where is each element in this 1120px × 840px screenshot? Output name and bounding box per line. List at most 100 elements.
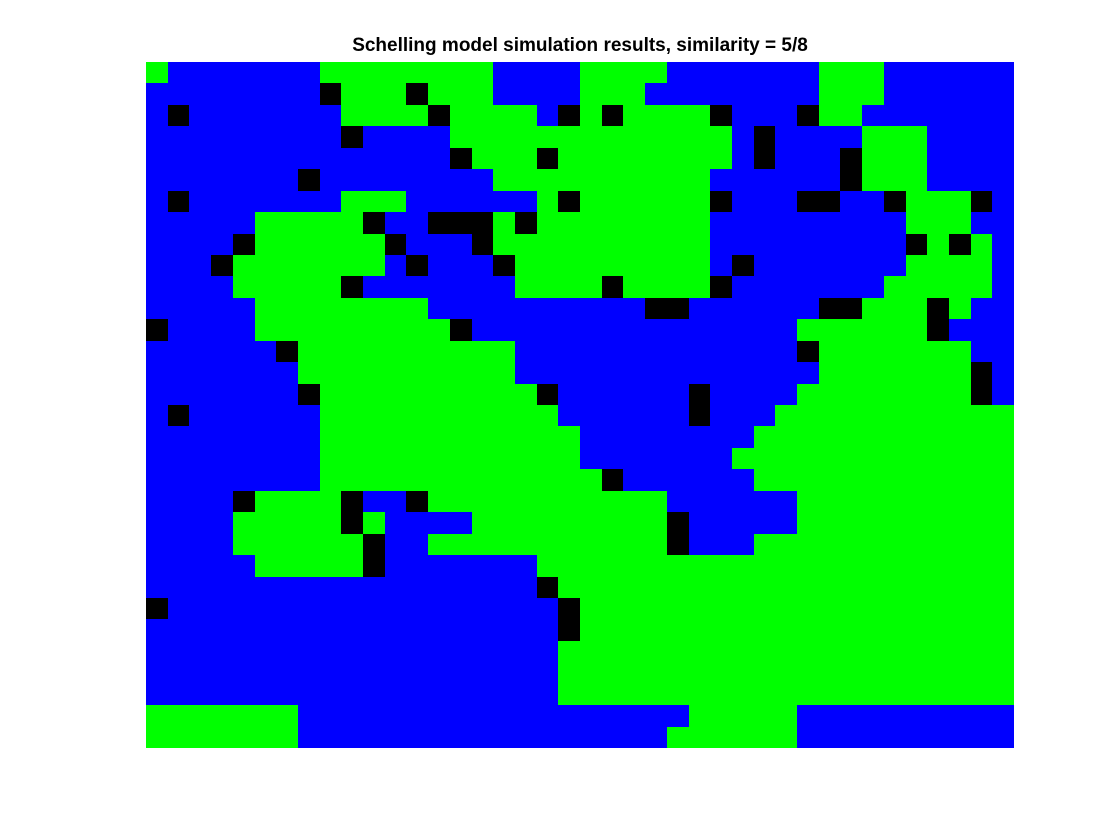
blue-cell <box>949 62 971 83</box>
blue-cell <box>276 426 298 448</box>
blue-cell <box>385 169 406 191</box>
blue-cell <box>906 705 927 727</box>
green-cell <box>298 298 320 319</box>
green-cell <box>385 341 406 362</box>
blue-cell <box>992 384 1014 405</box>
blue-cell <box>645 341 667 362</box>
blue-cell <box>450 169 472 191</box>
green-cell <box>906 448 927 469</box>
blue-cell <box>775 191 797 212</box>
green-cell <box>515 491 537 512</box>
green-cell <box>645 212 667 234</box>
green-cell <box>819 641 840 662</box>
blue-cell <box>146 684 168 705</box>
blue-cell <box>667 705 689 727</box>
blue-cell <box>992 255 1014 276</box>
blue-cell <box>146 512 168 534</box>
blue-cell <box>927 62 949 83</box>
blue-cell <box>363 684 385 705</box>
green-cell <box>819 469 840 491</box>
green-cell <box>819 684 840 705</box>
blue-cell <box>146 384 168 405</box>
blue-cell <box>515 684 537 705</box>
blue-cell <box>819 727 840 748</box>
blue-cell <box>255 126 276 148</box>
green-cell <box>992 619 1014 641</box>
blue-cell <box>775 126 797 148</box>
green-cell <box>493 405 515 426</box>
blue-cell <box>168 276 189 298</box>
green-cell <box>927 448 949 469</box>
green-cell <box>558 234 580 255</box>
blue-cell <box>168 619 189 641</box>
green-cell <box>472 534 493 555</box>
black-cell <box>840 298 862 319</box>
green-cell <box>406 384 428 405</box>
green-cell <box>884 512 906 534</box>
blue-cell <box>775 148 797 169</box>
blue-cell <box>406 684 428 705</box>
green-cell <box>927 255 949 276</box>
blue-cell <box>775 276 797 298</box>
blue-cell <box>623 448 645 469</box>
blue-cell <box>298 619 320 641</box>
green-cell <box>298 362 320 384</box>
blue-cell <box>146 362 168 384</box>
green-cell <box>927 234 949 255</box>
green-cell <box>754 469 775 491</box>
black-cell <box>971 384 992 405</box>
green-cell <box>775 619 797 641</box>
blue-cell <box>320 126 341 148</box>
blue-cell <box>949 727 971 748</box>
green-cell <box>515 448 537 469</box>
blue-cell <box>515 298 537 319</box>
blue-cell <box>602 319 623 341</box>
blue-cell <box>927 148 949 169</box>
black-cell <box>233 234 255 255</box>
blue-cell <box>949 126 971 148</box>
blue-cell <box>211 491 233 512</box>
green-cell <box>689 126 710 148</box>
green-cell <box>580 534 602 555</box>
green-cell <box>992 598 1014 619</box>
blue-cell <box>623 319 645 341</box>
green-cell <box>775 426 797 448</box>
green-cell <box>146 705 168 727</box>
green-cell <box>884 341 906 362</box>
blue-cell <box>233 662 255 684</box>
blue-cell <box>450 276 472 298</box>
blue-cell <box>537 684 558 705</box>
green-cell <box>949 491 971 512</box>
blue-cell <box>298 448 320 469</box>
green-cell <box>775 469 797 491</box>
black-cell <box>341 491 363 512</box>
blue-cell <box>558 319 580 341</box>
green-cell <box>472 405 493 426</box>
green-cell <box>341 469 363 491</box>
green-cell <box>971 255 992 276</box>
green-cell <box>558 684 580 705</box>
green-cell <box>341 341 363 362</box>
green-cell <box>884 491 906 512</box>
green-cell <box>906 255 927 276</box>
green-cell <box>797 384 819 405</box>
black-cell <box>927 298 949 319</box>
blue-cell <box>493 619 515 641</box>
black-cell <box>689 384 710 405</box>
blue-cell <box>710 255 732 276</box>
green-cell <box>884 426 906 448</box>
green-cell <box>580 255 602 276</box>
blue-cell <box>645 705 667 727</box>
green-cell <box>623 83 645 105</box>
green-cell <box>689 212 710 234</box>
blue-cell <box>602 405 623 426</box>
green-cell <box>689 255 710 276</box>
blue-cell <box>840 255 862 276</box>
blue-cell <box>146 83 168 105</box>
green-cell <box>884 362 906 384</box>
blue-cell <box>168 555 189 577</box>
green-cell <box>797 684 819 705</box>
blue-cell <box>992 341 1014 362</box>
green-cell <box>949 662 971 684</box>
blue-cell <box>363 148 385 169</box>
